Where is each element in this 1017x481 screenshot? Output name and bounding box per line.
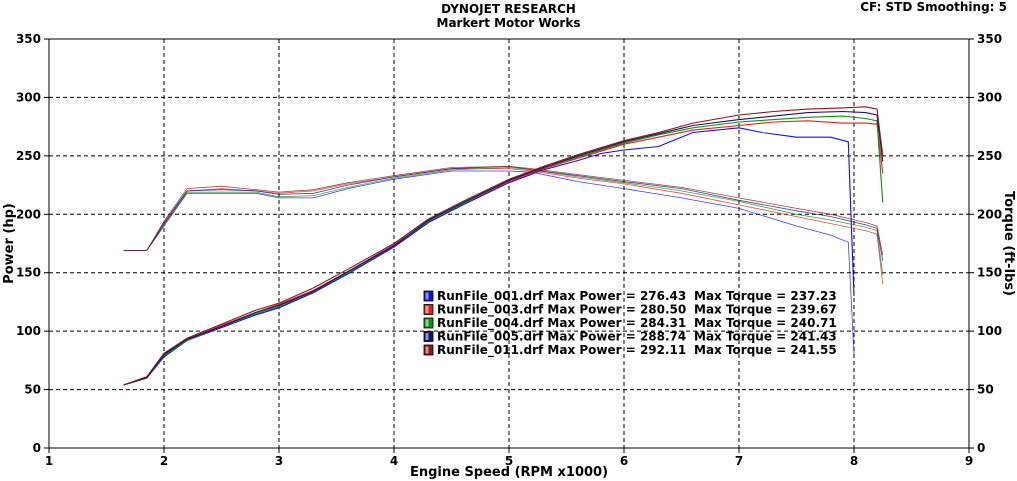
power-curve-series-2 xyxy=(123,120,884,386)
legend-swatch-shine-2 xyxy=(425,306,429,313)
x-tick-label: 4 xyxy=(390,454,398,468)
legend-entry-3: RunFile_004.drf Max Power = 284.31 xyxy=(437,316,686,331)
power-curve-series-5 xyxy=(123,106,884,386)
legend-swatch-shine-4 xyxy=(425,333,429,340)
legend-entry-4: RunFile_005.drf Max Power = 288.74 xyxy=(437,330,686,345)
legend-torque-2: Max Torque = 239.67 xyxy=(694,303,837,317)
chart-subtitle: Markert Motor Works xyxy=(436,16,581,30)
grid-lines xyxy=(49,39,969,448)
legend-entry-2: RunFile_003.drf Max Power = 280.50 xyxy=(437,303,686,318)
y-tick-label-left: 250 xyxy=(16,149,41,163)
legend-swatch-shine-3 xyxy=(425,319,429,327)
legend-entry-1: RunFile_001.drf Max Power = 276.43 xyxy=(437,289,686,304)
y-axis-label-left: Power (hp) xyxy=(2,203,17,284)
y-tick-label-right: 0 xyxy=(977,441,985,455)
y-tick-label-left: 150 xyxy=(16,266,41,280)
y-tick-label-right: 200 xyxy=(977,207,1002,221)
x-tick-label: 6 xyxy=(620,454,628,468)
y-tick-label-left: 100 xyxy=(16,324,41,338)
x-axis-label: Engine Speed (RPM x1000) xyxy=(410,465,608,480)
torque-curve-series-3 xyxy=(123,167,884,276)
y-axis-label-right: Torque (ft-lbs) xyxy=(1001,191,1016,296)
power-curve-series-4 xyxy=(123,110,884,386)
y-tick-label-right: 100 xyxy=(977,324,1002,338)
legend: RunFile_001.drf Max Power = 276.43 Max To… xyxy=(423,289,837,358)
y-tick-label-left: 50 xyxy=(24,383,41,397)
legend-torque-3: Max Torque = 240.71 xyxy=(694,316,837,330)
torque-curve-series-4 xyxy=(123,165,884,262)
y-tick-label-left: 350 xyxy=(16,32,41,46)
y-tick-label-left: 0 xyxy=(33,441,41,455)
legend-torque-4: Max Torque = 241.43 xyxy=(694,330,837,344)
y-tick-label-right: 300 xyxy=(977,90,1002,104)
y-tick-label-right: 350 xyxy=(977,32,1002,46)
series-lines xyxy=(123,106,884,386)
y-tick-label-left: 200 xyxy=(16,207,41,221)
y-tick-label-right: 250 xyxy=(977,149,1002,163)
y-tick-label-right: 150 xyxy=(977,266,1002,280)
x-tick-label: 7 xyxy=(735,454,743,468)
x-tick-label: 8 xyxy=(850,454,858,468)
legend-swatch-shine-1 xyxy=(425,292,429,300)
y-tick-label-left: 300 xyxy=(16,90,41,104)
legend-torque-5: Max Torque = 241.55 xyxy=(694,343,837,357)
legend-swatch-shine-5 xyxy=(425,346,429,354)
x-tick-label: 2 xyxy=(160,454,168,468)
cf-smoothing-label: CF: STD Smoothing: 5 xyxy=(860,0,1007,14)
x-tick-label: 1 xyxy=(45,454,53,468)
legend-entry-5: RunFile_011.drf Max Power = 292.11 xyxy=(437,343,686,358)
legend-torque-1: Max Torque = 237.23 xyxy=(694,289,837,303)
x-tick-label: 3 xyxy=(275,454,283,468)
chart-title: DYNOJET RESEARCH xyxy=(441,2,576,16)
torque-curve-series-5 xyxy=(123,165,884,256)
torque-curve-series-1 xyxy=(123,170,855,355)
x-tick-label: 5 xyxy=(505,454,513,468)
y-tick-label-right: 50 xyxy=(977,383,994,397)
power-curve-series-1 xyxy=(123,127,855,386)
plot-frame xyxy=(48,38,970,449)
x-tick-label: 9 xyxy=(965,454,973,468)
